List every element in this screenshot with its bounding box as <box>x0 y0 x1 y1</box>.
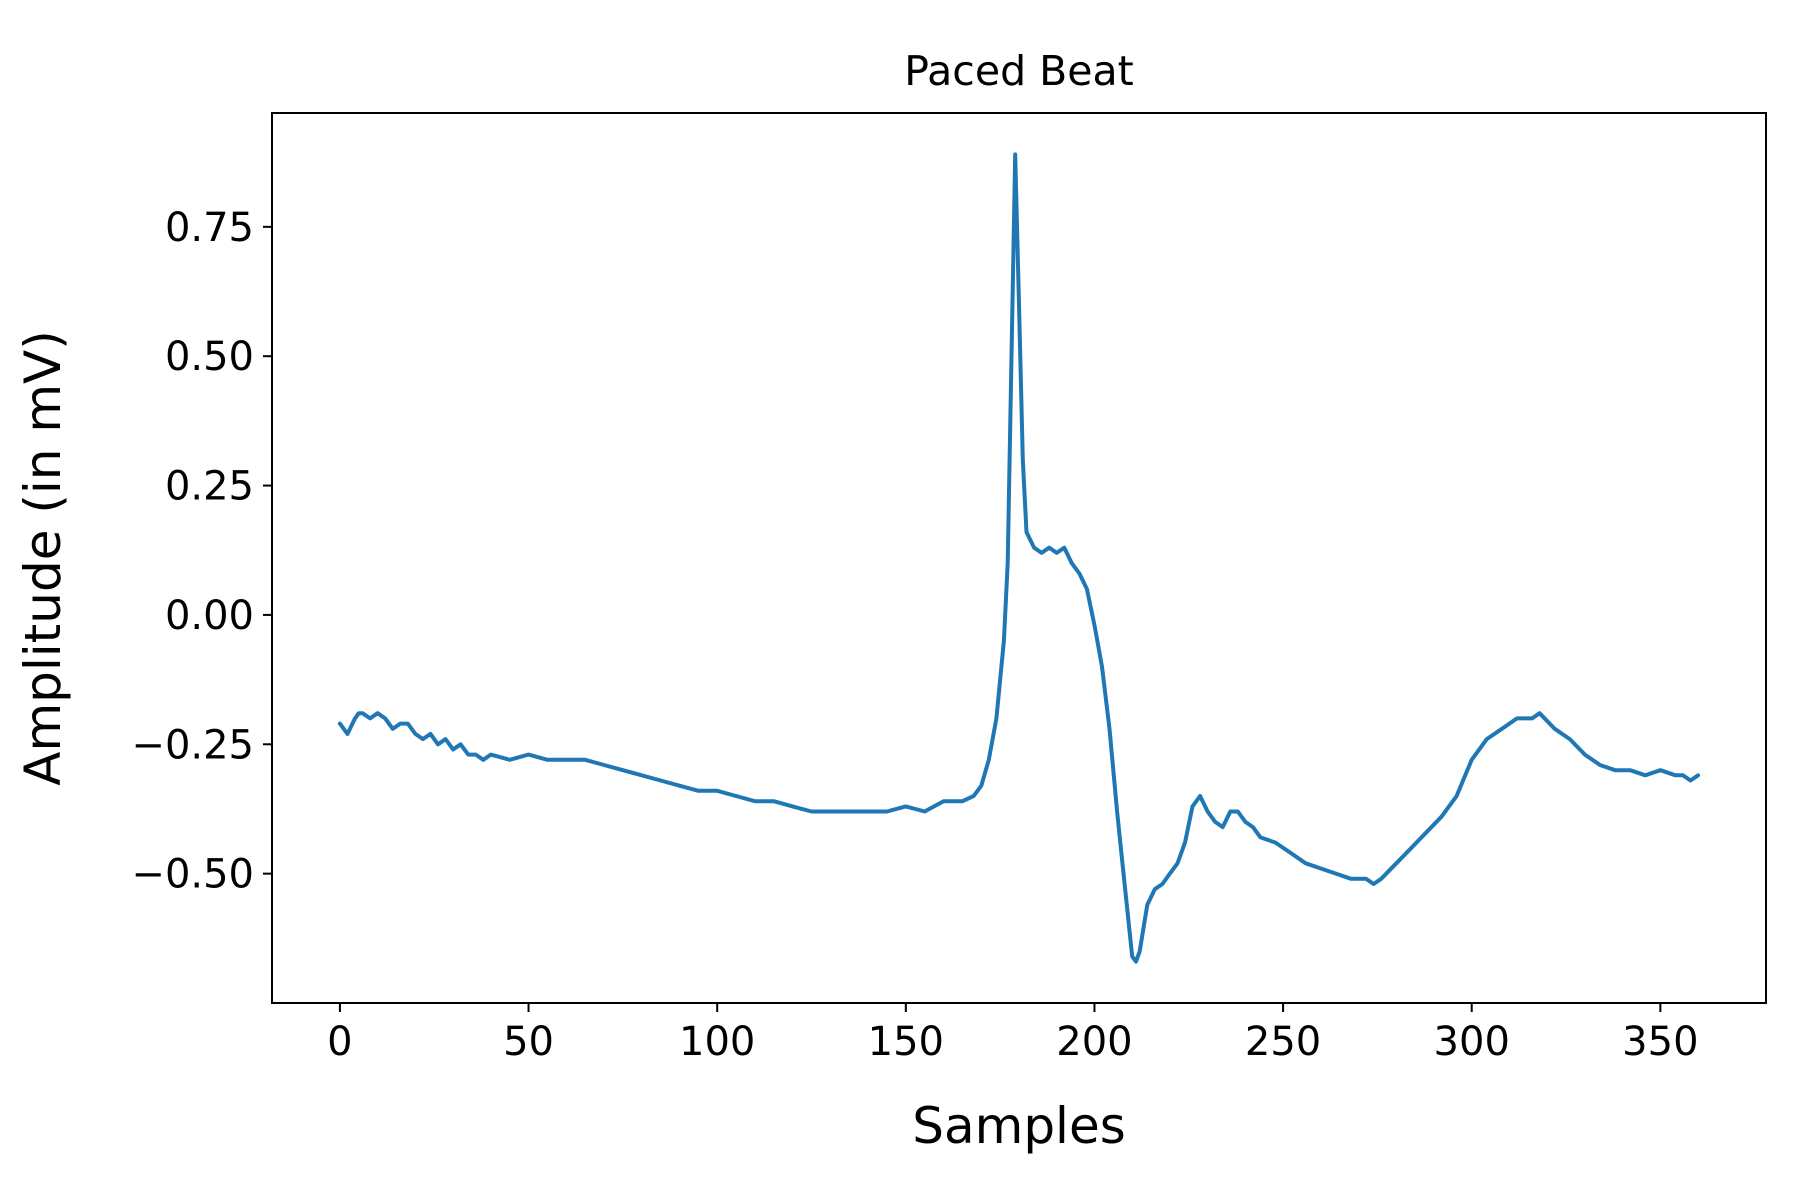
y-tick-label: 0.50 <box>165 334 254 380</box>
x-tick-label: 300 <box>1434 1019 1510 1065</box>
x-tick-label: 250 <box>1245 1019 1321 1065</box>
chart-title: Paced Beat <box>904 47 1133 95</box>
x-tick-label: 100 <box>679 1019 755 1065</box>
plot-frame <box>271 112 1767 1004</box>
plot-series <box>337 152 1701 964</box>
x-tick-label: 200 <box>1056 1019 1132 1065</box>
y-tick-label: 0.75 <box>165 205 254 251</box>
y-axis-ticks: 0.75 0.50 0.25 0.00 −0.25 −0.50 <box>131 205 272 898</box>
y-tick-label: −0.50 <box>131 852 254 898</box>
x-tick-label: 150 <box>868 1019 944 1065</box>
y-tick-label: 0.25 <box>165 464 254 510</box>
y-tick-label: 0.00 <box>165 593 254 639</box>
y-axis-label: Amplitude (in mV) <box>14 330 72 786</box>
y-tick-label: −0.25 <box>131 722 254 768</box>
x-axis-label: Samples <box>912 1097 1126 1155</box>
x-tick-label: 350 <box>1622 1019 1698 1065</box>
x-tick-label: 50 <box>503 1019 554 1065</box>
x-tick-label: 0 <box>327 1019 352 1065</box>
x-axis-ticks: 0 50 100 150 200 250 300 350 <box>327 1003 1699 1065</box>
series-line-0 <box>337 152 1701 964</box>
